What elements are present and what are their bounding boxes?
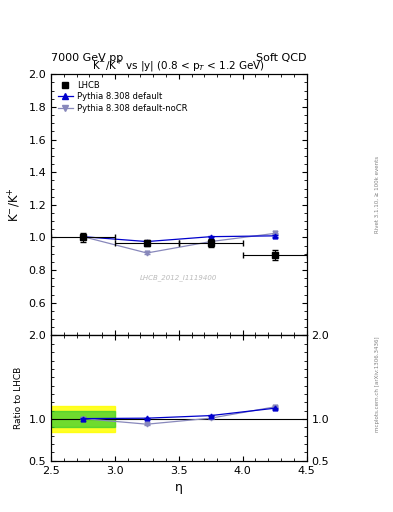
Text: Soft QCD: Soft QCD — [256, 53, 307, 63]
Text: mcplots.cern.ch [arXiv:1306.3436]: mcplots.cern.ch [arXiv:1306.3436] — [375, 336, 380, 432]
Text: 7000 GeV pp: 7000 GeV pp — [51, 53, 123, 63]
Y-axis label: K$^{-}$/K$^{+}$: K$^{-}$/K$^{+}$ — [7, 187, 23, 222]
Legend: LHCB, Pythia 8.308 default, Pythia 8.308 default-noCR: LHCB, Pythia 8.308 default, Pythia 8.308… — [55, 78, 190, 115]
Title: K$^{-}$/K$^{+}$ vs |y| (0.8 < p$_{T}$ < 1.2 GeV): K$^{-}$/K$^{+}$ vs |y| (0.8 < p$_{T}$ < … — [92, 59, 265, 74]
Y-axis label: Ratio to LHCB: Ratio to LHCB — [14, 367, 23, 429]
X-axis label: η: η — [175, 481, 183, 494]
Bar — [51, 407, 115, 432]
Text: LHCB_2012_I1119400: LHCB_2012_I1119400 — [140, 274, 217, 281]
Bar — [51, 411, 115, 428]
Text: Rivet 3.1.10, ≥ 100k events: Rivet 3.1.10, ≥ 100k events — [375, 156, 380, 233]
